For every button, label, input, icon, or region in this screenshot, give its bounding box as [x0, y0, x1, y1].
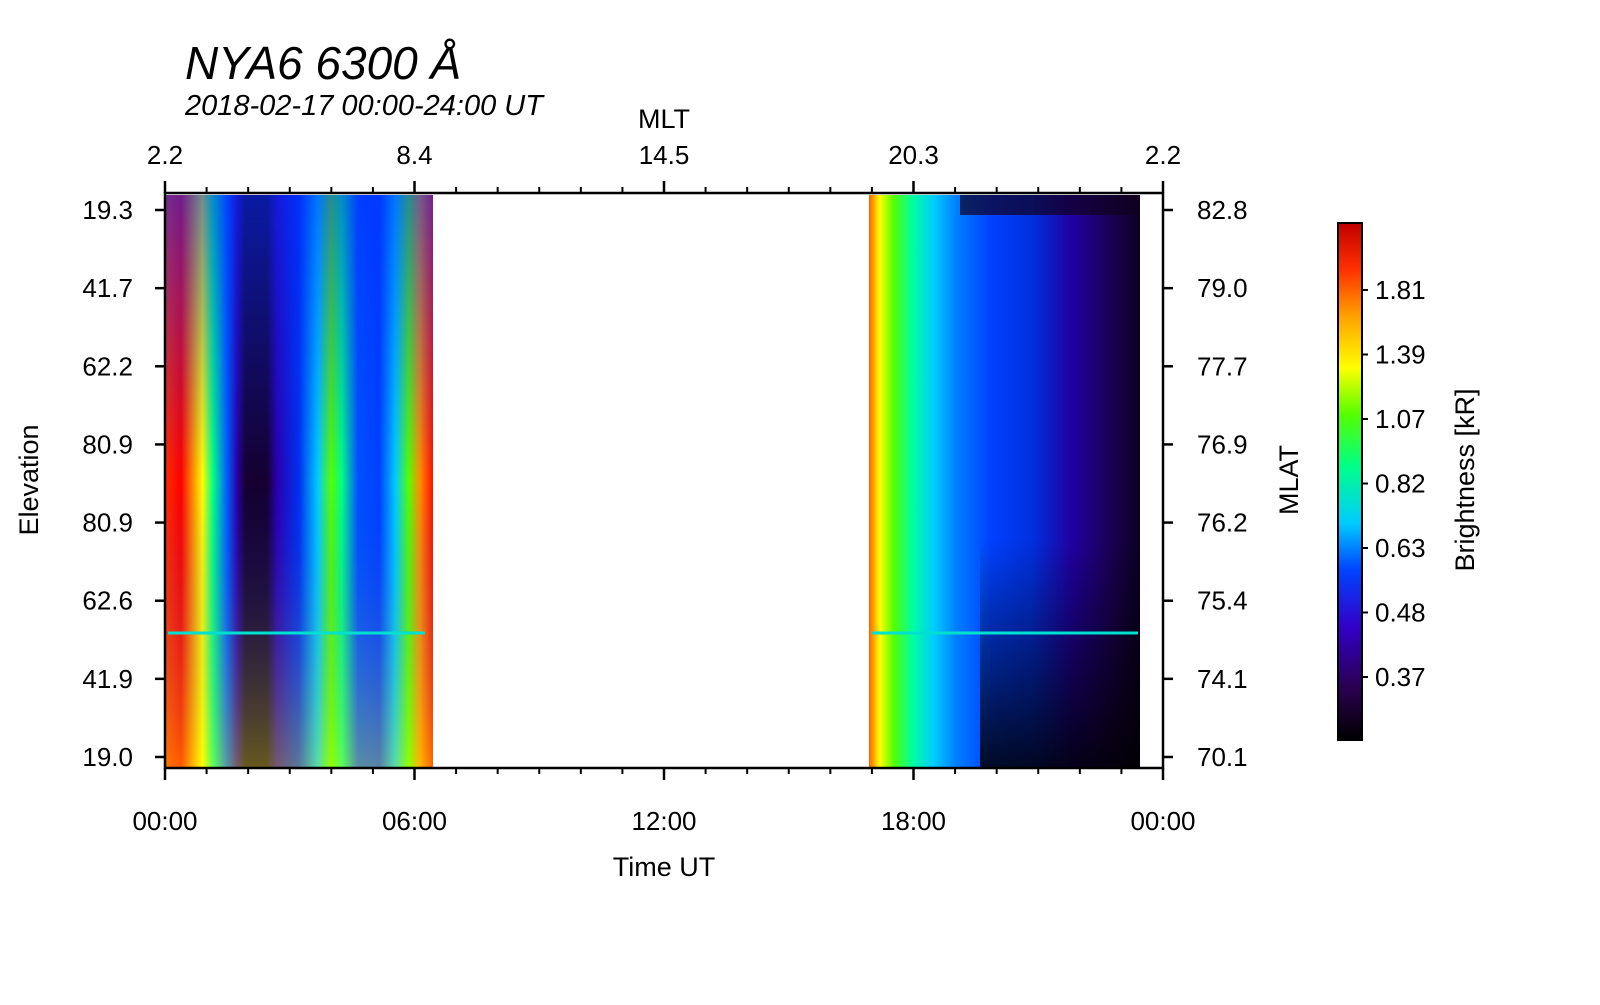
- y2-tick-label: 79.0: [1197, 273, 1248, 303]
- colorbar-tick-label: 0.37: [1375, 662, 1426, 692]
- y2-axis-label: MLAT: [1274, 445, 1304, 515]
- y-axis-label: Elevation: [14, 424, 44, 535]
- heatmap-block-evening-dark: [980, 195, 1140, 768]
- x2-tick-label: 2.2: [1145, 140, 1181, 170]
- y2-tick-label: 77.7: [1197, 351, 1248, 381]
- colorbar-tick-label: 0.48: [1375, 598, 1426, 628]
- x-tick-label: 00:00: [132, 806, 197, 836]
- x2-tick-label: 2.2: [147, 140, 183, 170]
- y2-tick-label: 76.2: [1197, 508, 1248, 538]
- colorbar-label: Brightness [kR]: [1450, 388, 1480, 571]
- colorbar-tick-label: 1.81: [1375, 275, 1426, 305]
- axis-ticks: 00:00 2.2 06:00 8.4 12:00 14.5 18:00 20.3 00:00 2…: [82, 140, 1247, 836]
- y-tick-label: 19.3: [82, 195, 133, 225]
- x2-tick-label: 14.5: [639, 140, 690, 170]
- heatmap-block-morning-vfade: [165, 195, 433, 768]
- x-tick-label: 12:00: [631, 806, 696, 836]
- y2-tick-label: 70.1: [1197, 742, 1248, 772]
- colorbar: [1337, 222, 1363, 741]
- x2-tick-label: 8.4: [396, 140, 432, 170]
- x-tick-label: 00:00: [1130, 806, 1195, 836]
- colorbar-tick-label: 1.07: [1375, 404, 1426, 434]
- y-tick-label: 80.9: [82, 429, 133, 459]
- y-tick-label: 62.2: [82, 351, 133, 381]
- y2-tick-label: 74.1: [1197, 664, 1248, 694]
- colorbar-ticks: 1.81 1.39 1.07 0.82 0.63 0.48 0.37: [1362, 275, 1426, 692]
- y2-tick-label: 75.4: [1197, 586, 1248, 616]
- heatmap-area: [165, 195, 1140, 768]
- x2-axis-label: MLT: [638, 104, 690, 134]
- heatmap-evening-topband: [960, 195, 1140, 215]
- y-tick-label: 41.7: [82, 273, 133, 303]
- x2-tick-label: 20.3: [888, 140, 939, 170]
- y2-tick-label: 76.9: [1197, 429, 1248, 459]
- x-axis-label: Time UT: [613, 852, 716, 882]
- x-tick-label: 18:00: [881, 806, 946, 836]
- y-tick-label: 19.0: [82, 742, 133, 772]
- chart-subtitle: 2018-02-17 00:00-24:00 UT: [185, 90, 543, 122]
- colorbar-tick-label: 0.82: [1375, 469, 1426, 499]
- colorbar-tick-label: 1.39: [1375, 340, 1426, 370]
- y2-tick-label: 82.8: [1197, 195, 1248, 225]
- y-tick-label: 80.9: [82, 508, 133, 538]
- y-tick-label: 41.9: [82, 664, 133, 694]
- x-tick-label: 06:00: [382, 806, 447, 836]
- y-tick-label: 62.6: [82, 586, 133, 616]
- chart-title: NYA6 6300 Å: [185, 37, 462, 89]
- colorbar-tick-label: 0.63: [1375, 533, 1426, 563]
